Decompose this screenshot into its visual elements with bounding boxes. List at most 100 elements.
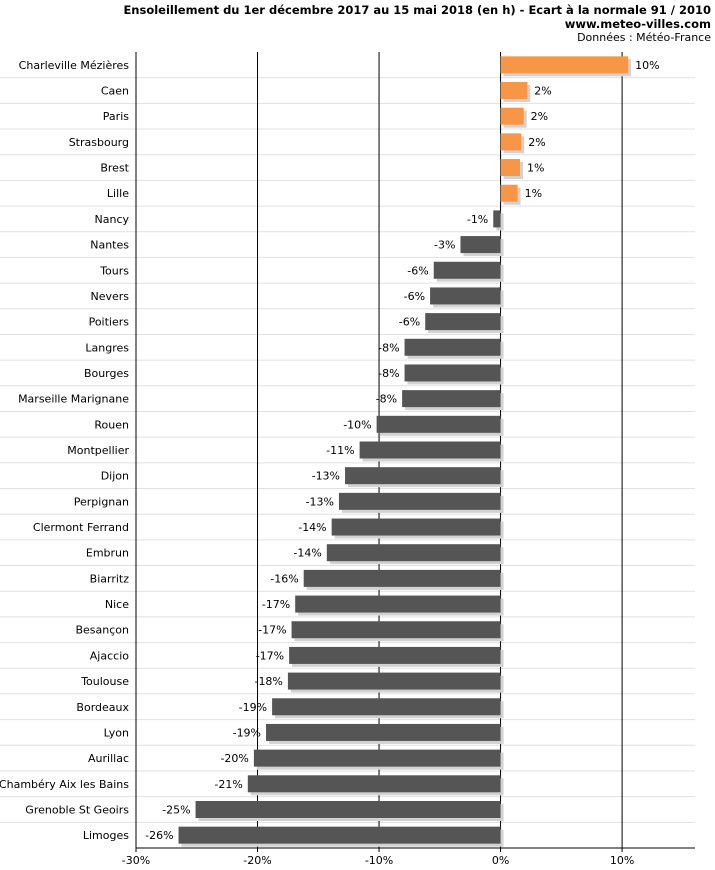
bar	[178, 826, 501, 844]
bar	[272, 698, 501, 716]
category-label: Nantes	[90, 239, 129, 252]
data-label: 2%	[528, 136, 545, 149]
data-label: -6%	[404, 290, 425, 303]
data-label: -18%	[254, 675, 282, 688]
bar	[500, 133, 522, 151]
data-label: -11%	[326, 444, 354, 457]
bar	[430, 287, 501, 305]
bar	[404, 364, 501, 382]
data-label: -14%	[298, 521, 326, 534]
data-label: -17%	[258, 624, 286, 637]
bar	[326, 544, 501, 562]
bar	[425, 313, 501, 331]
bar	[376, 415, 501, 433]
data-label: -3%	[434, 239, 455, 252]
data-label: -17%	[256, 649, 284, 662]
bar	[195, 800, 501, 818]
category-label: Brest	[100, 162, 129, 175]
category-label: Marseille Marignane	[18, 393, 129, 406]
website-label: www.meteo-villes.com	[564, 17, 711, 31]
data-label: 2%	[531, 110, 548, 123]
bar	[500, 159, 521, 177]
bar	[303, 569, 501, 587]
category-label: Montpellier	[67, 444, 129, 457]
category-label: Dijon	[101, 470, 129, 483]
data-label: -13%	[306, 495, 334, 508]
bar	[266, 723, 501, 741]
category-label: Nice	[105, 598, 129, 611]
bar	[500, 107, 524, 125]
category-label: Caen	[101, 85, 129, 98]
x-tick-label: -10%	[365, 854, 393, 867]
category-label: Tours	[99, 264, 129, 277]
chart-title: Ensoleillement du 1er décembre 2017 au 1…	[123, 3, 711, 17]
category-label: Poitiers	[89, 316, 130, 329]
category-label: Bourges	[84, 367, 129, 380]
category-label: Langres	[85, 341, 129, 354]
data-label: -20%	[220, 752, 248, 765]
category-label: Ajaccio	[90, 649, 129, 662]
category-label: Paris	[103, 110, 129, 123]
data-label: -6%	[399, 316, 420, 329]
bar	[247, 775, 501, 793]
x-tick-label: 10%	[610, 854, 634, 867]
bar	[289, 646, 501, 664]
category-label: Aurillac	[88, 752, 129, 765]
data-label: -17%	[262, 598, 290, 611]
category-label: Toulouse	[80, 675, 129, 688]
category-label: Chambéry Aix les Bains	[0, 778, 129, 791]
category-label: Grenoble St Geoirs	[25, 803, 129, 816]
data-label: -10%	[343, 418, 371, 431]
bar	[500, 56, 629, 74]
bar	[295, 595, 501, 613]
data-source-label: Données : Météo-France	[577, 31, 711, 44]
data-label: -26%	[145, 829, 173, 842]
category-label: Bordeaux	[76, 701, 129, 714]
data-label: 1%	[527, 162, 544, 175]
bar	[500, 184, 518, 202]
bar	[359, 441, 501, 459]
data-label: -6%	[407, 264, 428, 277]
data-label: -8%	[378, 341, 399, 354]
bar	[338, 492, 501, 510]
data-label: -25%	[162, 803, 190, 816]
category-label: Limoges	[83, 829, 129, 842]
bar	[287, 672, 501, 690]
x-tick-label: -20%	[243, 854, 271, 867]
bar	[345, 467, 501, 485]
bar	[331, 518, 501, 536]
category-label: Nancy	[95, 213, 130, 226]
x-tick-label: -30%	[122, 854, 150, 867]
data-label: 1%	[525, 187, 542, 200]
bar	[500, 82, 528, 100]
category-label: Lyon	[104, 726, 129, 739]
bar	[404, 338, 501, 356]
bar	[433, 261, 501, 279]
data-label: -1%	[467, 213, 488, 226]
category-label: Besançon	[75, 624, 129, 637]
bar	[291, 621, 501, 639]
bar	[493, 210, 501, 228]
category-label: Rouen	[94, 418, 129, 431]
data-label: 10%	[635, 59, 659, 72]
data-label: -8%	[378, 367, 399, 380]
data-label: -13%	[312, 470, 340, 483]
bar	[253, 749, 501, 767]
data-label: -19%	[239, 701, 267, 714]
category-label: Embrun	[86, 547, 129, 560]
data-label: -16%	[270, 572, 298, 585]
data-label: -19%	[233, 726, 261, 739]
category-label: Strasbourg	[69, 136, 129, 149]
x-tick-label: 0%	[492, 854, 509, 867]
data-label: -8%	[376, 393, 397, 406]
category-label: Perpignan	[74, 495, 129, 508]
category-label: Nevers	[90, 290, 129, 303]
category-label: Clermont Ferrand	[33, 521, 129, 534]
bar	[460, 236, 501, 254]
category-label: Lille	[107, 187, 129, 200]
category-label: Charleville Mézières	[19, 59, 130, 72]
data-label: -21%	[214, 778, 242, 791]
data-label: -14%	[293, 547, 321, 560]
data-label: 2%	[534, 85, 551, 98]
